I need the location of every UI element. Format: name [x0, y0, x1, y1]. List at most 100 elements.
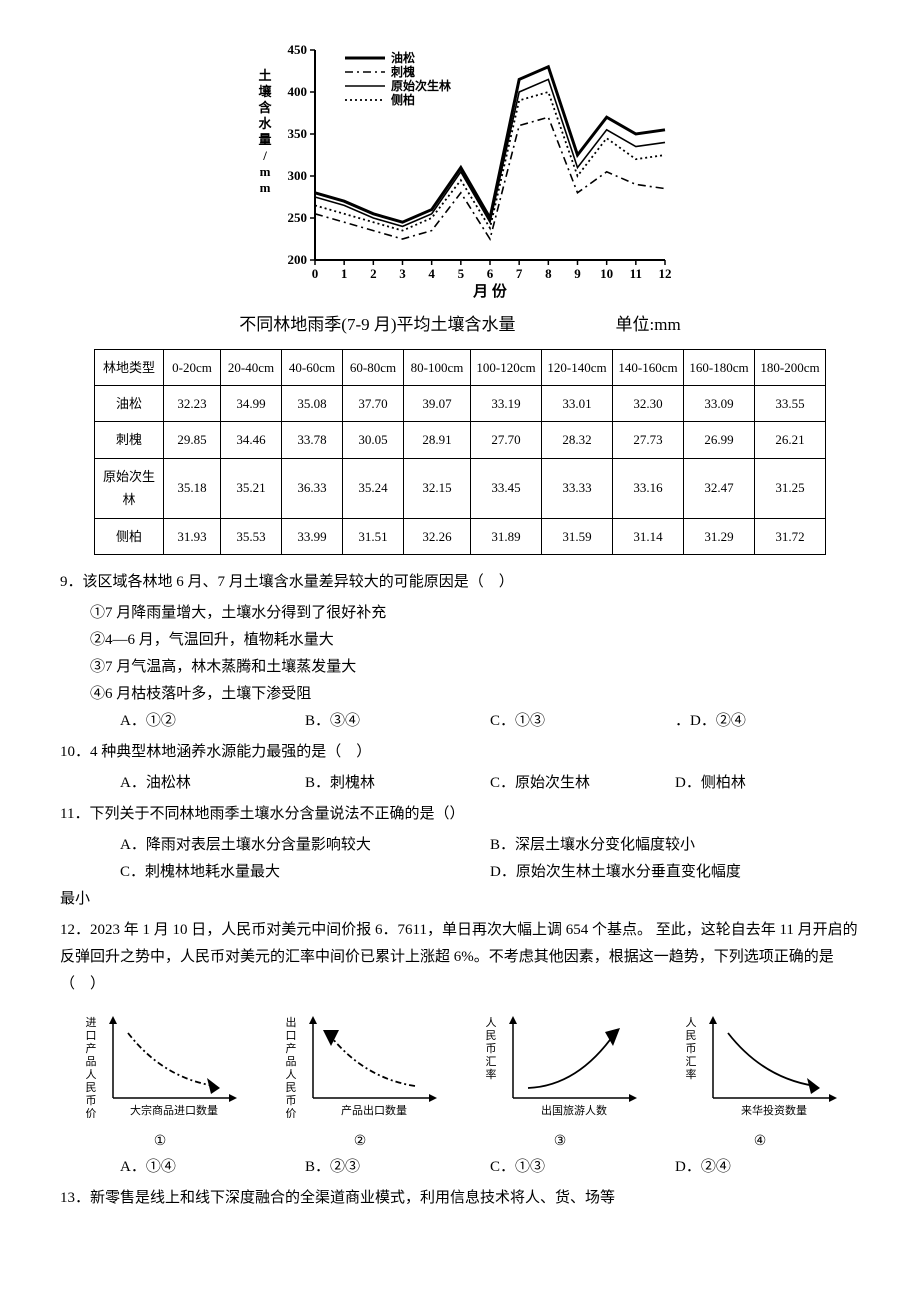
svg-text:率: 率: [486, 1067, 497, 1081]
svg-text:品: 品: [286, 1055, 297, 1068]
q10-optC: C．原始次生林: [490, 770, 675, 797]
table-cell: 刺槐: [95, 422, 164, 458]
q13-stem: 13．新零售是线上和线下深度融合的全渠道商业模式，利用信息技术将人、货、场等: [60, 1185, 860, 1212]
q12-options: A．①④ B．②③ C．①③ D．②④: [60, 1154, 860, 1181]
q11-stem: 11．下列关于不同林地雨季土壤水分含量说法不正确的是（）: [60, 801, 860, 828]
mini-chart-4: 人民币汇率来华投资数量④: [675, 1008, 845, 1154]
svg-text:7: 7: [516, 266, 523, 281]
svg-text:口: 口: [286, 1030, 297, 1042]
q9-optD: ．D．②④: [675, 708, 860, 735]
q9-s3: ③7 月气温高，林木蒸腾和土壤蒸发量大: [60, 654, 860, 681]
q10-stem: 10．4 种典型林地涵养水源能力最强的是（ ）: [60, 739, 860, 766]
svg-text:8: 8: [545, 266, 552, 281]
table-cell: 31.51: [343, 518, 404, 554]
q11-optD: D．原始次生林土壤水分垂直变化幅度: [490, 859, 860, 886]
table-cell: 32.30: [613, 385, 684, 421]
table-cell: 35.21: [221, 458, 282, 518]
svg-text:450: 450: [288, 42, 308, 57]
svg-text:4: 4: [428, 266, 435, 281]
table-title-right: 单位:mm: [616, 310, 681, 341]
mini-chart-number: ①: [75, 1129, 245, 1154]
table-header-cell: 林地类型: [95, 349, 164, 385]
table-header-cell: 160-180cm: [684, 349, 755, 385]
mini-chart-2: 出口产品人民币价格产品出口数量②: [275, 1008, 445, 1154]
svg-text:10: 10: [600, 266, 613, 281]
table-cell: 27.73: [613, 422, 684, 458]
table-title: 不同林地雨季(7-9 月)平均土壤含水量 单位:mm: [60, 310, 860, 341]
table-cell: 33.09: [684, 385, 755, 421]
table-cell: 28.91: [404, 422, 471, 458]
table-cell: 26.99: [684, 422, 755, 458]
table-cell: 33.55: [755, 385, 826, 421]
q10-optA: A．油松林: [120, 770, 305, 797]
q9-options: A．①② B．③④ C．①③ ．D．②④: [60, 708, 860, 735]
table-cell: 29.85: [164, 422, 221, 458]
mini-chart-number: ②: [275, 1129, 445, 1154]
svg-text:0: 0: [312, 266, 319, 281]
mini-chart-3: 人民币汇率出国旅游人数③: [475, 1008, 645, 1154]
table-cell: 侧柏: [95, 518, 164, 554]
table-cell: 35.18: [164, 458, 221, 518]
table-cell: 原始次生林: [95, 458, 164, 518]
svg-text:品: 品: [86, 1055, 97, 1068]
svg-text:3: 3: [399, 266, 406, 281]
svg-text:量: 量: [258, 132, 271, 147]
table-cell: 36.33: [282, 458, 343, 518]
svg-text:产品出口数量: 产品出口数量: [341, 1103, 407, 1117]
svg-text:11: 11: [630, 266, 642, 281]
mini-chart-number: ③: [475, 1129, 645, 1154]
table-cell: 32.26: [404, 518, 471, 554]
table-cell: 油松: [95, 385, 164, 421]
svg-text:民: 民: [686, 1030, 697, 1042]
q9-optC: C．①③: [490, 708, 675, 735]
svg-text:侧柏: 侧柏: [391, 92, 415, 107]
table-cell: 31.25: [755, 458, 826, 518]
svg-text:刺槐: 刺槐: [390, 64, 415, 79]
q11-options-row2: C．刺槐林地耗水量最大 D．原始次生林土壤水分垂直变化幅度: [60, 859, 860, 886]
table-cell: 30.05: [343, 422, 404, 458]
q11-tail: 最小: [60, 886, 860, 913]
soil-water-table: 林地类型0-20cm20-40cm40-60cm60-80cm80-100cm1…: [94, 349, 826, 555]
table-row: 侧柏31.9335.5333.9931.5132.2631.8931.5931.…: [95, 518, 826, 554]
table-row: 原始次生林35.1835.2136.3335.2432.1533.4533.33…: [95, 458, 826, 518]
svg-text:币: 币: [486, 1042, 497, 1055]
q10-options: A．油松林 B．刺槐林 C．原始次生林 D．侧柏林: [60, 770, 860, 797]
table-header-cell: 100-120cm: [471, 349, 542, 385]
svg-text:300: 300: [288, 168, 308, 183]
svg-text:2: 2: [370, 266, 377, 281]
table-cell: 33.33: [542, 458, 613, 518]
q9-s2: ②4—6 月，气温回升，植物耗水量大: [60, 627, 860, 654]
svg-text:进: 进: [86, 1016, 97, 1029]
mini-chart-number: ④: [675, 1129, 845, 1154]
table-cell: 31.59: [542, 518, 613, 554]
table-row: 刺槐29.8534.4633.7830.0528.9127.7028.3227.…: [95, 422, 826, 458]
svg-text:12: 12: [659, 266, 672, 281]
table-header-cell: 120-140cm: [542, 349, 613, 385]
table-cell: 35.24: [343, 458, 404, 518]
svg-text:币: 币: [686, 1042, 697, 1055]
q11-optB: B．深层土壤水分变化幅度较小: [490, 832, 860, 859]
svg-text:出国旅游人数: 出国旅游人数: [541, 1103, 607, 1117]
svg-text:大宗商品进口数量: 大宗商品进口数量: [130, 1103, 218, 1117]
table-cell: 31.89: [471, 518, 542, 554]
svg-text:月 份: 月 份: [472, 282, 508, 300]
table-cell: 33.78: [282, 422, 343, 458]
q12-optB: B．②③: [305, 1154, 490, 1181]
mini-chart-1: 进口产品人民币价格大宗商品进口数量①: [75, 1008, 245, 1154]
q11-options-row1: A．降雨对表层土壤水分含量影响较大 B．深层土壤水分变化幅度较小: [60, 832, 860, 859]
svg-text:m: m: [260, 180, 271, 195]
table-header-cell: 60-80cm: [343, 349, 404, 385]
q10-optB: B．刺槐林: [305, 770, 490, 797]
table-cell: 33.16: [613, 458, 684, 518]
svg-text:9: 9: [574, 266, 581, 281]
q9-optA: A．①②: [120, 708, 305, 735]
table-cell: 35.08: [282, 385, 343, 421]
q9-s1: ①7 月降雨量增大，土壤水分得到了很好补充: [60, 600, 860, 627]
svg-text:/: /: [262, 148, 267, 163]
soil-water-line-chart: 2002503003504004500123456789101112土壤含水量/…: [60, 40, 860, 300]
table-cell: 31.72: [755, 518, 826, 554]
svg-text:民: 民: [86, 1082, 97, 1094]
svg-text:产: 产: [86, 1041, 97, 1055]
table-cell: 33.19: [471, 385, 542, 421]
table-cell: 32.15: [404, 458, 471, 518]
